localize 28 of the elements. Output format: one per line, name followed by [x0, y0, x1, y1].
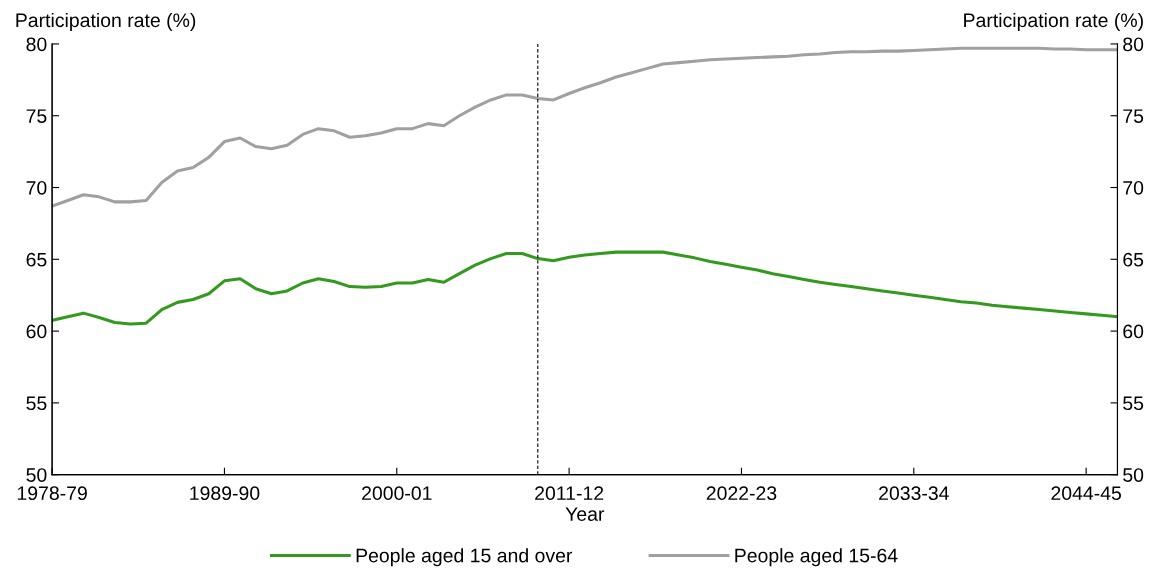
- line-series: [52, 250, 1118, 326]
- y2-tick-label: 80: [1123, 37, 1144, 52]
- line-series: [52, 46, 1118, 208]
- y-tick-label: 60: [26, 324, 47, 339]
- y2-tick-label: 75: [1123, 109, 1144, 123]
- x-tick-label: 1978-79: [17, 486, 87, 501]
- y-tick-label: 65: [26, 252, 47, 267]
- x-tick-label: 2022-23: [706, 486, 777, 501]
- legend-label: People aged 15 and over: [356, 548, 573, 567]
- y2-axis-title: Participation rate (%): [964, 12, 1143, 32]
- y-tick-label: 75: [26, 109, 47, 123]
- y-tick-label: 50: [26, 468, 47, 482]
- y-tick-label: 55: [26, 396, 47, 411]
- legend-label: People aged 15-64: [735, 548, 898, 567]
- x-tick-label: 2011-12: [535, 486, 604, 501]
- x-tick-label: 2044-45: [1051, 486, 1121, 501]
- x-axis-title: Year: [565, 507, 605, 521]
- y-tick-label: 80: [26, 37, 47, 52]
- y2-tick-label: 65: [1123, 252, 1144, 267]
- y2-tick-label: 50: [1123, 468, 1144, 482]
- y2-tick-label: 60: [1123, 324, 1144, 339]
- y2-tick-label: 55: [1123, 396, 1144, 411]
- y-tick-label: 70: [26, 180, 47, 195]
- y2-tick-label: 70: [1123, 180, 1144, 195]
- x-tick-label: 1989-90: [190, 486, 260, 501]
- x-tick-label: 2000-01: [362, 486, 432, 501]
- y-axis-title: Participation rate (%): [16, 12, 196, 32]
- x-tick-label: 2033-34: [879, 486, 949, 501]
